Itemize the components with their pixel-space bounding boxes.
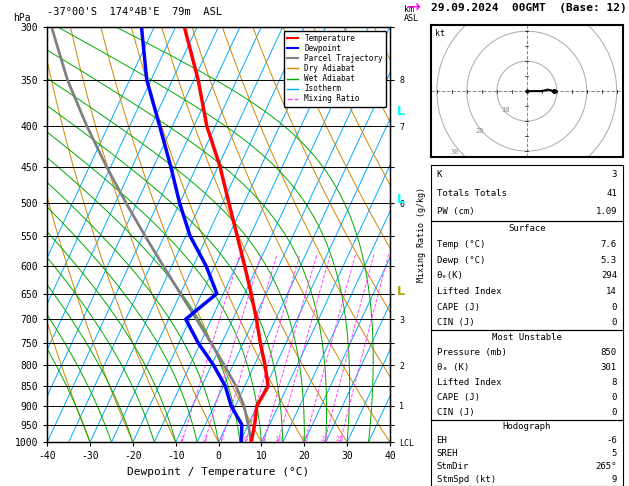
Text: 850: 850 [601, 348, 617, 358]
Text: km
ASL: km ASL [404, 4, 419, 22]
Text: 265°: 265° [596, 462, 617, 471]
Text: 20: 20 [320, 436, 329, 442]
Text: K: K [437, 170, 442, 179]
Text: 294: 294 [601, 271, 617, 280]
Text: →: → [406, 0, 420, 17]
Text: kt: kt [435, 29, 445, 38]
Text: Lifted Index: Lifted Index [437, 287, 501, 296]
Text: 10: 10 [274, 436, 282, 442]
Text: 14: 14 [606, 287, 617, 296]
Text: 2: 2 [180, 436, 184, 442]
Legend: Temperature, Dewpoint, Parcel Trajectory, Dry Adiabat, Wet Adiabat, Isotherm, Mi: Temperature, Dewpoint, Parcel Trajectory… [284, 31, 386, 106]
Text: 5: 5 [611, 449, 617, 458]
Text: 8: 8 [611, 379, 617, 387]
Text: Surface: Surface [508, 225, 545, 233]
Text: θₑ (K): θₑ (K) [437, 364, 469, 372]
Text: 15: 15 [301, 436, 309, 442]
Text: StmDir: StmDir [437, 462, 469, 471]
Text: 8: 8 [262, 436, 265, 442]
Text: L: L [397, 285, 404, 298]
Text: 41: 41 [606, 189, 617, 198]
Text: Temp (°C): Temp (°C) [437, 240, 485, 249]
Text: 29.09.2024  00GMT  (Base: 12): 29.09.2024 00GMT (Base: 12) [431, 3, 626, 13]
Y-axis label: Mixing Ratio (g/kg): Mixing Ratio (g/kg) [417, 187, 426, 282]
Text: θₑ(K): θₑ(K) [437, 271, 464, 280]
Text: 5.3: 5.3 [601, 256, 617, 265]
Text: StmSpd (kt): StmSpd (kt) [437, 475, 496, 484]
Text: 0: 0 [611, 303, 617, 312]
Text: Lifted Index: Lifted Index [437, 379, 501, 387]
Text: 301: 301 [601, 364, 617, 372]
Text: 30: 30 [450, 149, 459, 155]
Text: Dewp (°C): Dewp (°C) [437, 256, 485, 265]
Text: L: L [397, 193, 404, 206]
Text: CAPE (J): CAPE (J) [437, 303, 480, 312]
Text: 10: 10 [501, 107, 510, 113]
Text: CAPE (J): CAPE (J) [437, 393, 480, 402]
Text: 3: 3 [611, 170, 617, 179]
Text: L: L [397, 105, 404, 118]
Text: Most Unstable: Most Unstable [492, 333, 562, 343]
Text: 1.09: 1.09 [596, 208, 617, 216]
Text: -6: -6 [606, 435, 617, 445]
Text: EH: EH [437, 435, 447, 445]
Text: 6: 6 [243, 436, 248, 442]
Text: -37°00'S  174°4B'E  79m  ASL: -37°00'S 174°4B'E 79m ASL [47, 7, 222, 17]
Text: PW (cm): PW (cm) [437, 208, 474, 216]
Text: Totals Totals: Totals Totals [437, 189, 506, 198]
Text: 9: 9 [611, 475, 617, 484]
Text: 20: 20 [476, 128, 484, 134]
Text: Pressure (mb): Pressure (mb) [437, 348, 506, 358]
Text: 7.6: 7.6 [601, 240, 617, 249]
Text: 0: 0 [611, 393, 617, 402]
Text: 3: 3 [203, 436, 206, 442]
Text: 4: 4 [219, 436, 223, 442]
Text: CIN (J): CIN (J) [437, 318, 474, 327]
Text: 25: 25 [336, 436, 345, 442]
X-axis label: Dewpoint / Temperature (°C): Dewpoint / Temperature (°C) [128, 467, 309, 477]
Text: 0: 0 [611, 408, 617, 417]
Text: Hodograph: Hodograph [503, 422, 551, 432]
Text: hPa: hPa [13, 13, 31, 22]
Text: SREH: SREH [437, 449, 458, 458]
Text: 0: 0 [611, 318, 617, 327]
Text: CIN (J): CIN (J) [437, 408, 474, 417]
